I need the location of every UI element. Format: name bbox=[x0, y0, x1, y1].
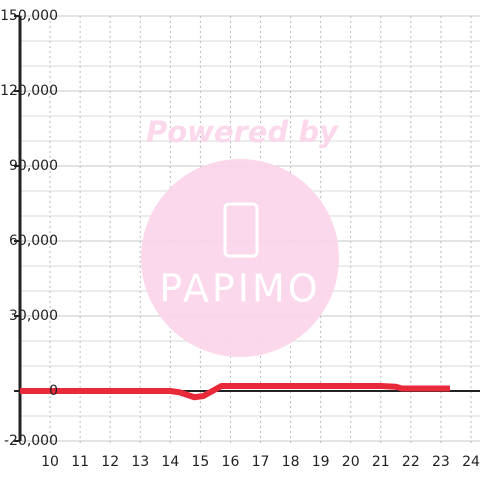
x-tick-label: 15 bbox=[191, 454, 209, 470]
x-tick-label: 22 bbox=[402, 454, 420, 470]
x-tick-label: 19 bbox=[312, 454, 330, 470]
watermark-text: PAPIMO bbox=[159, 267, 320, 311]
x-tick-label: 23 bbox=[432, 454, 450, 470]
watermark: Powered by PAPIMO bbox=[141, 115, 339, 357]
x-tick-label: 12 bbox=[101, 454, 119, 470]
x-tick-label: 17 bbox=[252, 454, 270, 470]
y-tick-label: -20,000 bbox=[4, 433, 58, 449]
y-tick-label: 0 bbox=[49, 383, 58, 399]
x-tick-label: 24 bbox=[462, 454, 480, 470]
x-tick-label: 13 bbox=[131, 454, 149, 470]
x-tick-label: 10 bbox=[41, 454, 59, 470]
y-tick-label: 30,000 bbox=[9, 308, 58, 324]
watermark-icon bbox=[223, 202, 259, 258]
x-tick-label: 20 bbox=[342, 454, 360, 470]
x-tick-label: 21 bbox=[372, 454, 390, 470]
plot: 10 11 12 13 14 15 16 17 18 19 20 21 22 23 24 -20,000 0 30… bbox=[0, 8, 480, 470]
watermark-circle bbox=[141, 159, 339, 357]
watermark-text: Powered by bbox=[146, 115, 339, 149]
line bbox=[20, 383, 450, 401]
y-tick-label: 150,000 bbox=[0, 8, 58, 24]
x-tick-label: 11 bbox=[71, 454, 89, 470]
y-tick-label: 60,000 bbox=[9, 233, 58, 249]
x-tick-label: 14 bbox=[161, 454, 179, 470]
x-tick-label: 16 bbox=[222, 454, 240, 470]
y-tick-label: 120,000 bbox=[0, 83, 58, 99]
x-tick-label: 18 bbox=[282, 454, 300, 470]
y-tick-label: 90,000 bbox=[9, 158, 58, 174]
